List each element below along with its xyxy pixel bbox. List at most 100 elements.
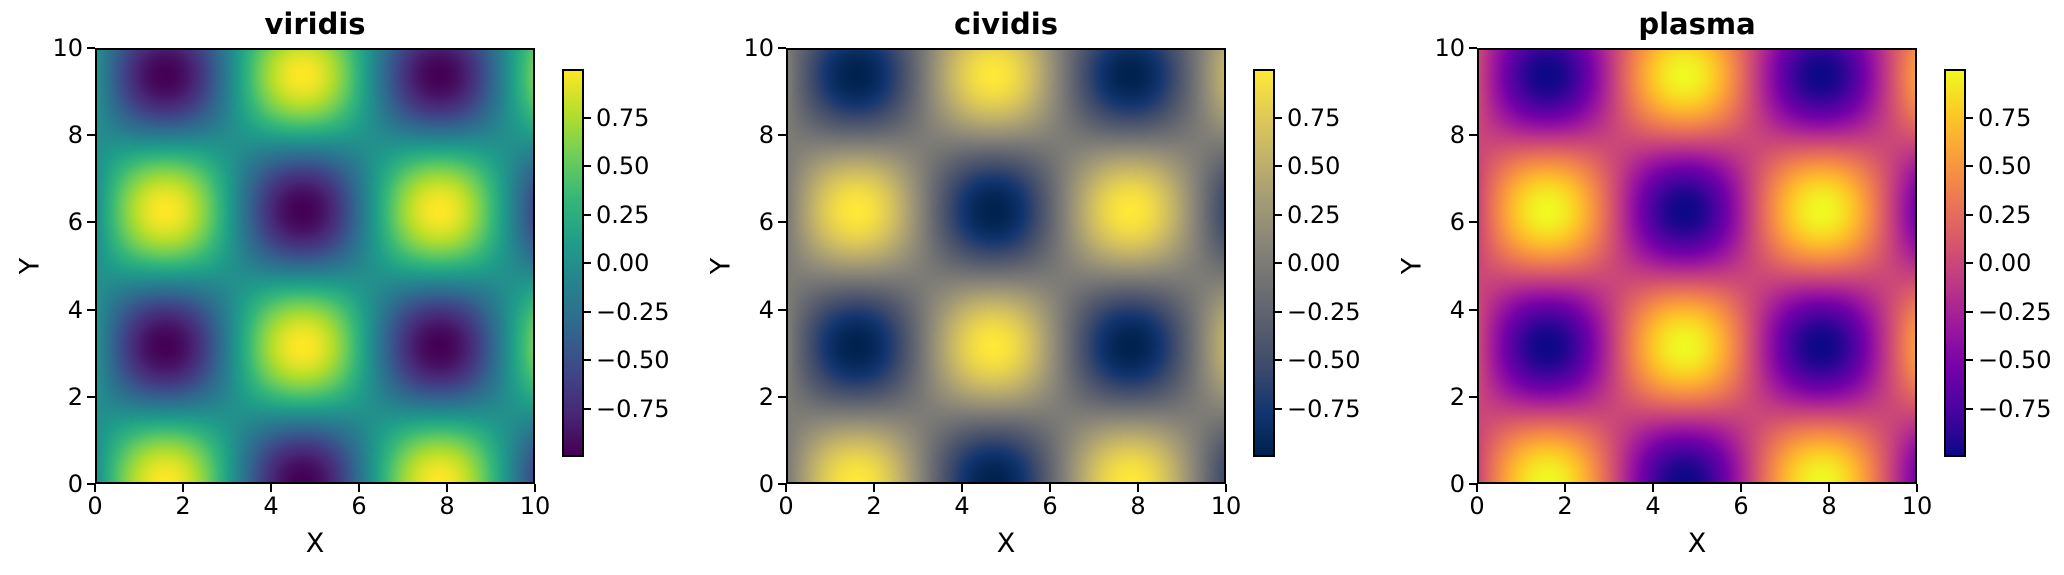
y-axis-label: Y: [14, 257, 46, 275]
x-tick-mark: [785, 484, 787, 492]
colorbar-tick-label: −0.25: [1287, 297, 1361, 326]
x-tick-label: 2: [1557, 492, 1573, 520]
colorbar-gradient: [1253, 69, 1275, 457]
x-tick-label: 4: [263, 492, 279, 520]
x-tick-mark: [1225, 484, 1227, 492]
x-tick-mark: [1049, 484, 1051, 492]
colorbar-tick-label: −0.25: [596, 297, 670, 326]
y-tick-mark: [778, 483, 786, 485]
colorbar-tick-mark: [1966, 359, 1973, 361]
subplot-title: cividis: [954, 7, 1058, 41]
colorbar-tick-label: −0.50: [1978, 346, 2052, 374]
x-axis-label: X: [1687, 528, 1707, 559]
x-tick-mark: [1137, 484, 1139, 492]
y-tick-mark: [778, 308, 786, 311]
x-tick-mark: [94, 484, 96, 492]
x-tick-mark: [1652, 484, 1654, 492]
colorbar-tick-label: −0.50: [1287, 346, 1361, 374]
colorbar-tick-label: 0.75: [1287, 103, 1341, 132]
colorbar-tick-mark: [1966, 310, 1973, 313]
colorbar-tick-label: 0.00: [596, 249, 650, 277]
colorbar-tick-label: −0.25: [1978, 297, 2052, 326]
colorbar-tick-mark: [584, 262, 591, 264]
x-tick-label: 8: [1130, 492, 1146, 520]
colorbar-tick-label: 0.25: [1287, 200, 1341, 229]
y-tick-label: 6: [758, 208, 774, 237]
colorbar-tick-mark: [1966, 165, 1973, 167]
heatmap-image: [95, 48, 535, 484]
x-tick-mark: [534, 484, 536, 492]
x-tick-mark: [873, 484, 875, 492]
x-tick-mark: [961, 484, 963, 492]
y-tick-label: 10: [743, 34, 774, 62]
x-tick-mark: [1740, 484, 1742, 492]
x-tick-label: 2: [175, 492, 191, 520]
y-tick-mark: [778, 221, 786, 224]
colorbar-tick-mark: [584, 407, 591, 410]
subplot-plasma: plasma Y X 0 2 4 6 8 10 0 2 4 6 8 10 0.75 0.50 0.25 0.0…: [1382, 0, 2064, 575]
y-tick-mark: [778, 47, 786, 49]
colorbar-tick-mark: [1966, 213, 1973, 216]
x-tick-mark: [1564, 484, 1566, 492]
colorbar-tick-mark: [584, 213, 591, 216]
x-tick-label: 4: [954, 492, 970, 520]
colorbar-tick-label: −0.50: [596, 346, 670, 374]
colorbar-tick-mark: [1275, 116, 1282, 119]
x-tick-mark: [358, 484, 360, 492]
y-tick-mark: [1469, 395, 1477, 398]
subplot-title: plasma: [1638, 7, 1756, 41]
colorbar-tick-label: −0.75: [1287, 394, 1361, 423]
y-tick-mark: [1469, 221, 1477, 224]
x-tick-label: 6: [1733, 492, 1749, 520]
y-tick-mark: [87, 221, 95, 224]
x-tick-mark: [1476, 484, 1478, 492]
colorbar-tick-label: 0.50: [1287, 152, 1341, 180]
x-tick-label: 0: [1469, 492, 1485, 520]
y-tick-mark: [87, 483, 95, 485]
x-tick-label: 8: [1821, 492, 1837, 520]
colorbar-tick-label: 0.00: [1978, 249, 2032, 277]
y-tick-mark: [1469, 483, 1477, 485]
colorbar-tick-label: −0.75: [596, 394, 670, 423]
colorbar-tick-label: 0.00: [1287, 249, 1341, 277]
y-tick-mark: [87, 47, 95, 49]
x-tick-label: 10: [1901, 492, 1933, 520]
colorbar-tick-mark: [584, 116, 591, 119]
y-tick-label: 8: [1449, 121, 1465, 150]
y-tick-label: 2: [1449, 382, 1465, 411]
heatmap-image: [1477, 48, 1917, 484]
x-axis-label: X: [996, 528, 1016, 559]
colorbar-tick-mark: [1966, 262, 1973, 264]
x-tick-label: 8: [439, 492, 455, 520]
colorbar-tick-label: 0.25: [1978, 200, 2032, 229]
x-tick-label: 10: [1210, 492, 1242, 520]
colorbar-tick-label: 0.75: [596, 103, 650, 132]
colorbar-gradient: [562, 69, 584, 457]
x-axis-label: X: [305, 528, 325, 559]
subplot-viridis: viridis Y X 0 2 4 6 8 10 0 2 4 6 8 10 0.75 0.50 0.25 0.…: [0, 0, 691, 575]
colorbar-tick-mark: [1966, 407, 1973, 410]
x-tick-label: 6: [1042, 492, 1058, 520]
y-tick-label: 8: [758, 121, 774, 150]
colorbar-tick-label: 0.25: [596, 200, 650, 229]
y-tick-label: 4: [1449, 295, 1465, 324]
colorbar-tick-mark: [1275, 165, 1282, 167]
x-tick-mark: [270, 484, 272, 492]
y-tick-mark: [1469, 308, 1477, 311]
x-tick-mark: [182, 484, 184, 492]
y-tick-label: 6: [1449, 208, 1465, 237]
y-tick-label: 0: [1449, 470, 1465, 498]
y-tick-label: 0: [67, 470, 83, 498]
colorbar-tick-mark: [584, 310, 591, 313]
colorbar-tick-mark: [1275, 310, 1282, 313]
y-tick-mark: [87, 308, 95, 311]
colorbar-tick-mark: [1275, 213, 1282, 216]
y-tick-label: 6: [67, 208, 83, 237]
x-tick-label: 2: [866, 492, 882, 520]
colorbar-tick-mark: [1275, 359, 1282, 361]
y-tick-label: 4: [67, 295, 83, 324]
colorbar-gradient: [1944, 69, 1966, 457]
y-tick-mark: [87, 134, 95, 137]
colorbar-tick-mark: [1275, 407, 1282, 410]
